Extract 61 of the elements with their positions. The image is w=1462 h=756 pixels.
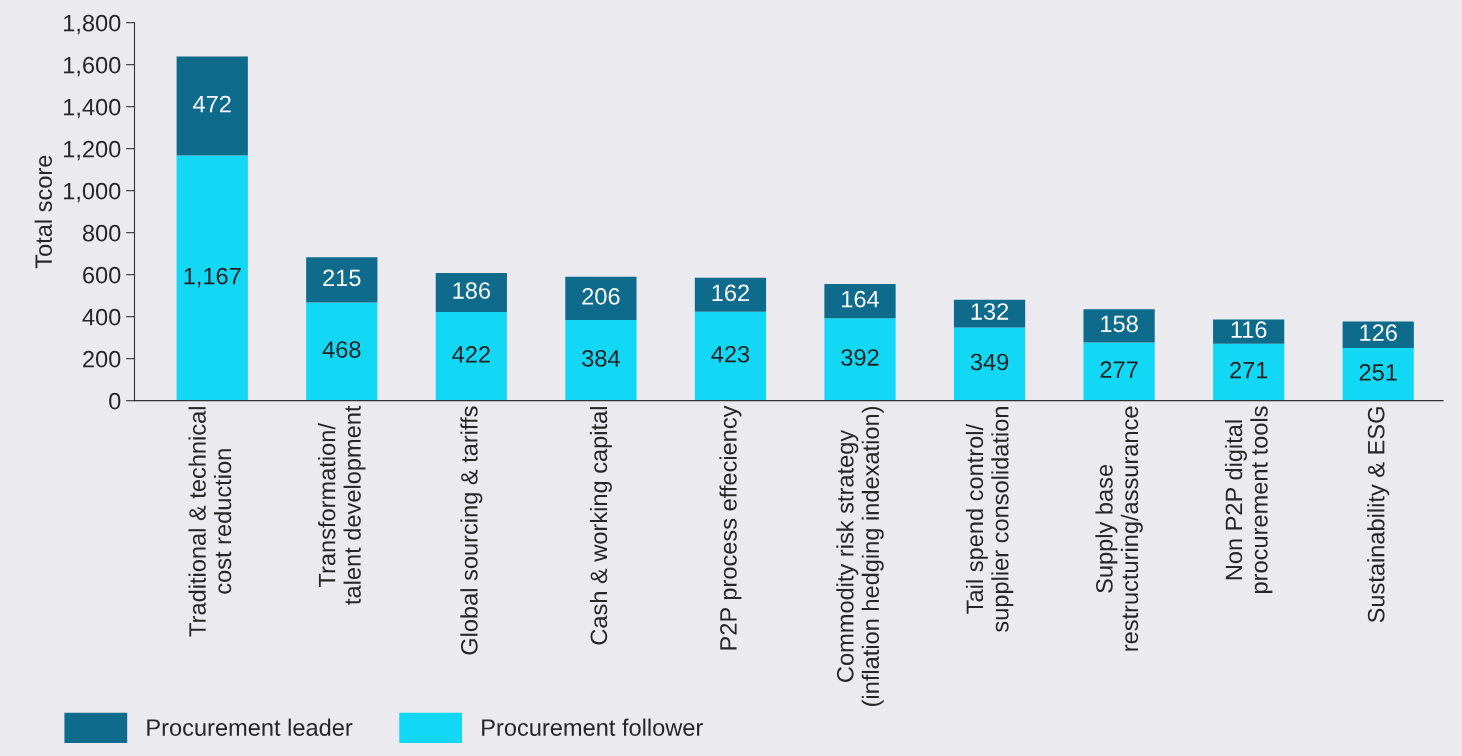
- data-label: 215: [323, 269, 361, 287]
- x-tick-label: Commodity risk strategy (inflation hedging indexation): [836, 406, 884, 706]
- data-label: 392: [841, 349, 879, 366]
- bar: [953, 327, 1026, 401]
- bar: [435, 273, 507, 313]
- data-label: 162: [712, 284, 749, 302]
- y-tick-label: 0: [109, 392, 121, 410]
- data-label: 206: [582, 288, 620, 305]
- bar: [306, 257, 378, 303]
- data-label: 116: [1231, 321, 1267, 338]
- data-label: 468: [322, 341, 361, 358]
- bar: [694, 277, 767, 312]
- x-tick-label: Tail spend control/ supplier consolidation: [965, 407, 1014, 632]
- x-tick-label: Cash & working capital: [589, 407, 612, 645]
- data-label: 186: [453, 282, 490, 299]
- bar: [176, 56, 248, 156]
- y-tick-label: 600: [83, 266, 121, 284]
- y-tick-label: 1,600: [64, 56, 121, 77]
- data-label: 1,167: [184, 267, 241, 288]
- y-tick-label: 800: [82, 224, 121, 242]
- bar: [565, 276, 637, 321]
- bar: [824, 318, 896, 401]
- legend-label: Procurement leader: [147, 718, 353, 736]
- bar: [1213, 319, 1285, 344]
- y-tick-label: 1,200: [64, 140, 121, 161]
- y-axis-title: Total score: [34, 155, 53, 269]
- y-tick-label: 1,400: [64, 98, 121, 119]
- bar: [694, 311, 767, 401]
- x-tick-label: Global sourcing & tariffs: [460, 406, 483, 655]
- data-label: 277: [1100, 361, 1138, 378]
- data-label: 132: [971, 303, 1009, 320]
- data-label: 384: [582, 349, 620, 367]
- data-label: 126: [1360, 324, 1397, 342]
- y-tick-label: 1,800: [64, 14, 121, 35]
- x-tick-label: Transformation/ talent development: [318, 405, 366, 605]
- bar: [824, 283, 896, 319]
- x-tick-label: Non P2P digital procurement tools: [1224, 406, 1273, 593]
- data-label: 423: [711, 345, 750, 363]
- x-tick-label: Traditional & technical cost reduction: [188, 407, 232, 637]
- data-label: 349: [970, 353, 1009, 371]
- bar: [1213, 343, 1285, 401]
- legend-label: Procurement follower: [482, 718, 703, 736]
- data-label: 271: [1230, 361, 1268, 379]
- bar: [1342, 347, 1414, 401]
- x-tick-label: P2P process effeciency: [719, 405, 742, 650]
- data-label: 472: [193, 95, 231, 113]
- bar: [435, 312, 507, 401]
- y-tick-label: 200: [83, 350, 121, 368]
- x-tick-label: Supply base restructuring/assurance: [1095, 406, 1143, 651]
- bar: [176, 155, 248, 401]
- x-tick-label: Sustainability & ESG: [1367, 407, 1390, 623]
- bar: [1083, 309, 1155, 343]
- data-label: 164: [842, 290, 880, 308]
- data-label: 251: [1359, 363, 1397, 381]
- y-tick-label: 1,000: [64, 182, 121, 203]
- data-label: 158: [1101, 315, 1138, 333]
- bar: [1083, 342, 1155, 401]
- data-label: 422: [452, 345, 490, 363]
- bar: [565, 320, 637, 401]
- bar: [306, 302, 378, 401]
- y-tick-label: 400: [82, 308, 121, 326]
